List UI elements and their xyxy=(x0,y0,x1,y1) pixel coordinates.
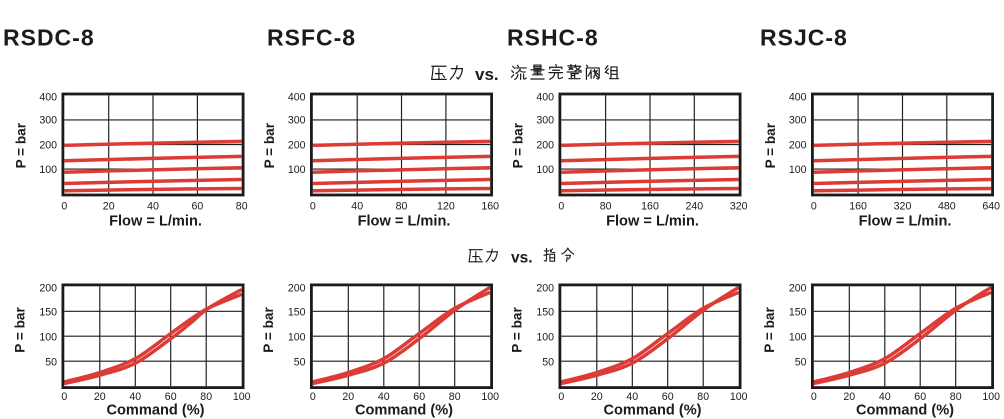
svg-text:300: 300 xyxy=(288,115,306,127)
svg-text:100: 100 xyxy=(730,391,748,403)
svg-text:300: 300 xyxy=(789,115,807,127)
svg-text:150: 150 xyxy=(288,307,306,319)
svg-text:P = bar: P = bar xyxy=(510,307,525,353)
svg-text:vs.: vs. xyxy=(475,65,499,84)
svg-text:320: 320 xyxy=(894,201,912,213)
svg-text:Command (%): Command (%) xyxy=(856,403,954,419)
svg-text:P = bar: P = bar xyxy=(262,122,277,168)
svg-text:200: 200 xyxy=(288,282,306,294)
svg-text:vs.: vs. xyxy=(511,250,533,267)
svg-text:150: 150 xyxy=(39,307,57,319)
svg-text:60: 60 xyxy=(662,391,674,403)
svg-text:100: 100 xyxy=(481,391,499,403)
svg-text:RSHC-8: RSHC-8 xyxy=(507,25,599,51)
svg-text:0: 0 xyxy=(310,201,316,213)
svg-text:60: 60 xyxy=(413,391,425,403)
svg-text:20: 20 xyxy=(342,391,354,403)
svg-text:100: 100 xyxy=(789,164,807,176)
svg-text:40: 40 xyxy=(378,391,390,403)
svg-text:480: 480 xyxy=(938,201,956,213)
svg-text:400: 400 xyxy=(288,91,306,103)
svg-text:100: 100 xyxy=(288,164,306,176)
svg-text:160: 160 xyxy=(641,201,659,213)
svg-text:80: 80 xyxy=(950,391,962,403)
svg-text:40: 40 xyxy=(351,201,363,213)
svg-text:160: 160 xyxy=(849,201,867,213)
svg-text:Flow = L/min.: Flow = L/min. xyxy=(358,213,451,229)
svg-text:200: 200 xyxy=(789,282,807,294)
svg-text:60: 60 xyxy=(165,391,177,403)
svg-text:0: 0 xyxy=(811,391,817,403)
svg-text:40: 40 xyxy=(147,201,159,213)
svg-text:Flow = L/min.: Flow = L/min. xyxy=(606,213,699,229)
svg-text:200: 200 xyxy=(39,282,57,294)
svg-text:Command (%): Command (%) xyxy=(106,403,204,419)
svg-text:80: 80 xyxy=(600,201,612,213)
svg-text:80: 80 xyxy=(396,201,408,213)
svg-text:80: 80 xyxy=(697,391,709,403)
svg-text:P = bar: P = bar xyxy=(511,122,526,168)
svg-text:100: 100 xyxy=(233,391,251,403)
svg-text:0: 0 xyxy=(558,201,564,213)
svg-text:100: 100 xyxy=(789,332,807,344)
svg-text:80: 80 xyxy=(449,391,461,403)
svg-text:RSFC-8: RSFC-8 xyxy=(267,25,356,51)
svg-text:Flow = L/min.: Flow = L/min. xyxy=(109,213,202,229)
svg-text:150: 150 xyxy=(536,307,554,319)
svg-text:0: 0 xyxy=(558,391,564,403)
svg-text:100: 100 xyxy=(536,332,554,344)
svg-text:320: 320 xyxy=(730,201,748,213)
svg-text:P = bar: P = bar xyxy=(762,307,777,353)
svg-text:0: 0 xyxy=(61,391,67,403)
svg-text:Command (%): Command (%) xyxy=(603,403,701,419)
svg-text:RSJC-8: RSJC-8 xyxy=(760,25,848,51)
svg-text:P = bar: P = bar xyxy=(14,122,29,168)
svg-text:160: 160 xyxy=(481,201,499,213)
svg-text:50: 50 xyxy=(45,357,57,369)
svg-text:80: 80 xyxy=(200,391,212,403)
svg-text:200: 200 xyxy=(288,139,306,151)
svg-text:300: 300 xyxy=(536,115,554,127)
svg-text:P = bar: P = bar xyxy=(763,122,778,168)
svg-text:120: 120 xyxy=(437,201,455,213)
svg-text:0: 0 xyxy=(811,201,817,213)
svg-text:50: 50 xyxy=(795,357,807,369)
svg-text:400: 400 xyxy=(39,91,57,103)
svg-text:40: 40 xyxy=(129,391,141,403)
svg-text:50: 50 xyxy=(542,357,554,369)
svg-text:20: 20 xyxy=(94,391,106,403)
svg-text:200: 200 xyxy=(39,139,57,151)
svg-text:RSDC-8: RSDC-8 xyxy=(3,25,95,51)
svg-text:100: 100 xyxy=(536,164,554,176)
svg-text:P = bar: P = bar xyxy=(13,307,28,353)
svg-text:100: 100 xyxy=(39,332,57,344)
svg-text:100: 100 xyxy=(39,164,57,176)
svg-text:Command (%): Command (%) xyxy=(355,403,453,419)
svg-text:150: 150 xyxy=(789,307,807,319)
svg-text:100: 100 xyxy=(982,391,1000,403)
svg-text:Flow = L/min.: Flow = L/min. xyxy=(859,213,952,229)
svg-text:50: 50 xyxy=(294,357,306,369)
svg-text:20: 20 xyxy=(843,391,855,403)
svg-text:100: 100 xyxy=(288,332,306,344)
svg-text:20: 20 xyxy=(103,201,115,213)
svg-text:640: 640 xyxy=(982,201,1000,213)
svg-text:0: 0 xyxy=(310,391,316,403)
svg-text:40: 40 xyxy=(879,391,891,403)
svg-text:400: 400 xyxy=(536,91,554,103)
svg-text:200: 200 xyxy=(789,139,807,151)
svg-text:60: 60 xyxy=(914,391,926,403)
svg-text:80: 80 xyxy=(236,201,248,213)
svg-text:400: 400 xyxy=(789,91,807,103)
svg-text:20: 20 xyxy=(591,391,603,403)
svg-text:0: 0 xyxy=(61,201,67,213)
svg-text:240: 240 xyxy=(685,201,703,213)
svg-text:200: 200 xyxy=(536,282,554,294)
svg-text:60: 60 xyxy=(192,201,204,213)
svg-text:P = bar: P = bar xyxy=(261,307,276,353)
svg-text:200: 200 xyxy=(536,139,554,151)
svg-text:300: 300 xyxy=(39,115,57,127)
svg-text:40: 40 xyxy=(626,391,638,403)
